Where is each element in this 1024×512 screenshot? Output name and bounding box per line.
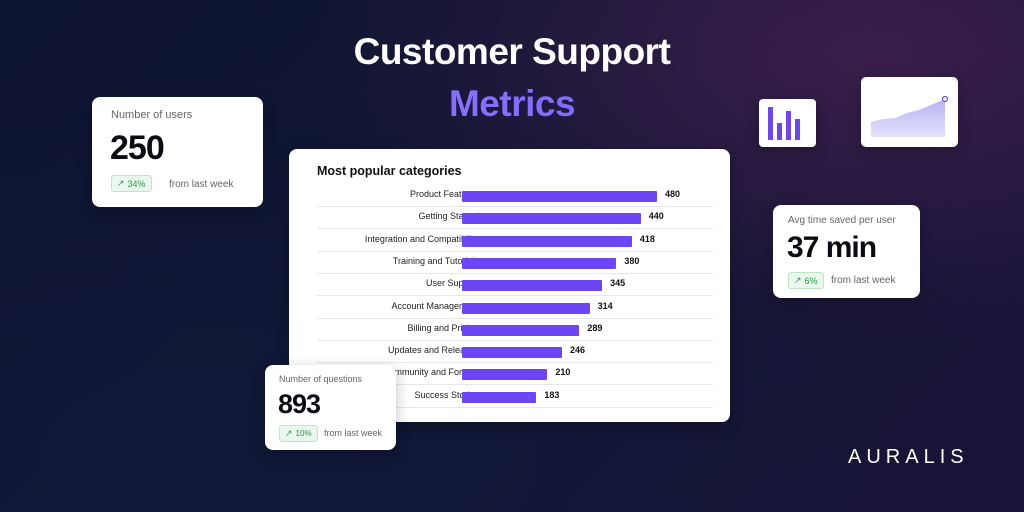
category-value: 183 (544, 389, 560, 400)
stat-value: 250 (110, 129, 165, 167)
trend-up-icon: ↗ (794, 275, 802, 285)
category-value: 314 (597, 300, 613, 311)
time-saved-stat-card: Avg time saved per user 37 min ↗ 6% from… (773, 205, 920, 298)
category-value: 418 (639, 233, 655, 244)
change-value: 34% (127, 178, 146, 189)
users-stat-card: Number of users 250 ↗ 34% from last week (92, 97, 263, 207)
change-value: 6% (804, 275, 818, 286)
change-suffix: from last week (169, 179, 234, 190)
category-bar (462, 302, 590, 314)
category-label: Product Features (409, 189, 479, 199)
categories-chart-card: Most popular categories Product Features… (289, 149, 730, 422)
category-label: Getting Started (418, 211, 479, 222)
chart-title: Most popular categories (317, 164, 462, 178)
stat-label: Number of users (111, 109, 193, 121)
stat-label: Number of questions (279, 374, 363, 384)
category-value: 246 (569, 345, 585, 356)
chart-row: Billing and Pricing 289 (317, 319, 713, 341)
category-bar (462, 257, 617, 269)
category-label: Account Management (391, 300, 479, 311)
chart-row: Product Features 480 (317, 185, 713, 207)
category-value: 440 (648, 211, 664, 222)
stat-value: 893 (278, 389, 321, 419)
category-bar (462, 391, 537, 403)
chart-row: Training and Tutorials 380 (317, 252, 713, 274)
change-badge: ↗ 10% (279, 425, 318, 442)
category-label: User Support (425, 278, 479, 289)
category-label: Success Stories (414, 389, 479, 400)
chart-row: Success Stories 183 (317, 386, 713, 408)
trend-up-icon: ↗ (285, 428, 293, 438)
category-value: 345 (610, 278, 626, 289)
chart-row: Integration and Compatibility 418 (317, 230, 713, 252)
change-suffix: from last week (831, 275, 896, 286)
category-bar (462, 347, 562, 359)
category-label: Billing and Pricing (407, 322, 479, 333)
bar-chart-icon (759, 99, 816, 147)
category-bar (462, 235, 632, 247)
category-bar (462, 369, 548, 381)
change-suffix: from last week (324, 428, 383, 438)
page-subtitle: Metrics (0, 82, 1024, 126)
category-label: Community and Forums (382, 367, 479, 378)
chart-row: Community and Forums 210 (317, 363, 713, 386)
chart-row: Updates and Releases 246 (317, 341, 713, 364)
stat-label: Avg time saved per user (788, 215, 896, 226)
area-chart-icon (861, 77, 958, 147)
change-badge: ↗ 6% (788, 272, 824, 289)
category-label: Integration and Compatibility (364, 233, 479, 244)
category-bar (462, 213, 641, 225)
category-label: Training and Tutorials (392, 255, 479, 266)
questions-stat-card: Number of questions 893 ↗ 10% from last … (265, 365, 396, 450)
category-value: 380 (624, 255, 640, 266)
category-value: 210 (555, 367, 571, 378)
category-bar (462, 280, 603, 292)
category-value: 289 (587, 322, 603, 333)
chart-row: Account Management 314 (317, 297, 713, 319)
chart-row: Getting Started 440 (317, 207, 713, 230)
stat-value: 37 min (787, 231, 877, 264)
brand-logo: AURALIS (848, 446, 969, 468)
change-badge: ↗ 34% (111, 175, 152, 192)
trend-up-icon: ↗ (117, 178, 125, 188)
chart-row: User Support 345 (317, 274, 713, 297)
category-value: 480 (665, 189, 681, 199)
change-value: 10% (295, 429, 312, 438)
category-bar (462, 324, 580, 336)
page-title: Customer Support (353, 31, 671, 72)
category-bar (462, 191, 657, 202)
category-label: Updates and Releases (387, 345, 479, 356)
